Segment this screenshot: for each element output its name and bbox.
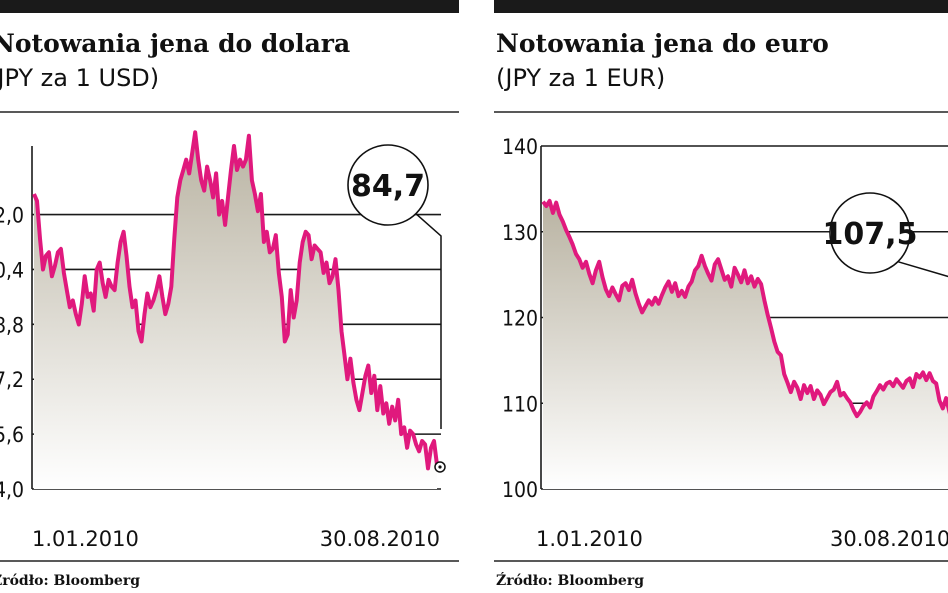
y-tick-label: 92,0 — [0, 204, 24, 228]
plot-area: 100 110 120 130 140 107,5 — [502, 135, 948, 502]
chart-subtitle: (JPY za 1 EUR) — [496, 64, 665, 92]
chart-title: Notowania jena do dolara — [0, 29, 350, 58]
series-area — [543, 200, 948, 489]
callout-bubble — [829, 192, 911, 274]
y-tick-label: 130 — [502, 221, 538, 245]
y-tick-label: 110 — [502, 392, 538, 416]
callout-bubble — [347, 144, 429, 226]
callout-leader — [415, 213, 442, 429]
callout-leader — [897, 260, 948, 278]
y-tick-label: 88,8 — [0, 313, 24, 337]
top-bar — [0, 0, 459, 13]
series-line — [32, 130, 439, 471]
source-label: Źródło: Bloomberg — [496, 571, 644, 589]
chart-title: Notowania jena do euro — [496, 29, 829, 58]
callout-value: 107,5 — [823, 217, 918, 252]
y-tick-label: 87,2 — [0, 368, 24, 392]
x-tick-label-start: 1.01.2010 — [32, 527, 139, 551]
x-tick-label-start: 1.01.2010 — [536, 527, 643, 551]
y-tick-label: 84,0 — [0, 478, 24, 502]
y-tick-label: 120 — [502, 307, 538, 331]
chart-subtitle: (JPY za 1 USD) — [0, 64, 159, 92]
end-point-dot — [438, 465, 442, 469]
x-tick-label-end: 30.08.2010 — [830, 527, 948, 551]
x-tick-label-end: 30.08.2010 — [320, 527, 440, 551]
y-tick-label: 85,6 — [0, 423, 24, 447]
plot-area: 84,0 85,6 87,2 88,8 90,4 92,0 84,7 — [0, 130, 446, 502]
series-area — [34, 132, 437, 490]
callout-value: 84,7 — [351, 169, 425, 204]
usd-jpy-panel: Notowania jena do dolara (JPY za 1 USD) … — [0, 0, 459, 589]
top-bar — [494, 0, 948, 13]
eur-jpy-panel: Notowania jena do euro (JPY za 1 EUR) 10… — [494, 0, 948, 589]
y-tick-label: 100 — [502, 478, 538, 502]
y-tick-label: 90,4 — [0, 258, 24, 282]
y-tick-label: 140 — [502, 135, 538, 159]
source-label: Źródło: Bloomberg — [0, 571, 140, 589]
series-line — [541, 198, 948, 419]
